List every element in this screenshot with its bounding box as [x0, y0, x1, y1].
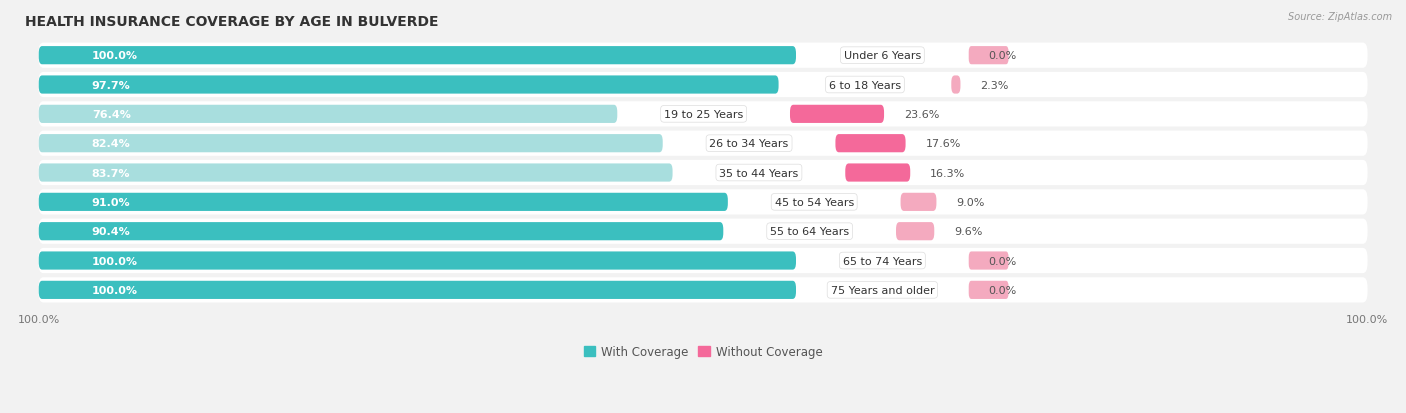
FancyBboxPatch shape — [38, 43, 1368, 69]
Text: 23.6%: 23.6% — [904, 109, 939, 119]
FancyBboxPatch shape — [39, 76, 779, 95]
FancyBboxPatch shape — [38, 131, 1368, 157]
FancyBboxPatch shape — [39, 135, 662, 153]
FancyBboxPatch shape — [38, 248, 1368, 273]
Text: 65 to 74 Years: 65 to 74 Years — [842, 256, 922, 266]
Text: 100.0%: 100.0% — [91, 51, 138, 61]
FancyBboxPatch shape — [901, 193, 936, 211]
FancyBboxPatch shape — [896, 223, 934, 241]
Text: 90.4%: 90.4% — [91, 227, 131, 237]
Text: 97.7%: 97.7% — [91, 80, 131, 90]
FancyBboxPatch shape — [38, 278, 1368, 303]
FancyBboxPatch shape — [39, 164, 672, 182]
Text: 75 Years and older: 75 Years and older — [831, 285, 934, 295]
Legend: With Coverage, Without Coverage: With Coverage, Without Coverage — [579, 341, 827, 363]
Text: 17.6%: 17.6% — [925, 139, 960, 149]
FancyBboxPatch shape — [39, 223, 723, 241]
FancyBboxPatch shape — [969, 47, 1008, 65]
FancyBboxPatch shape — [39, 47, 796, 65]
Text: 91.0%: 91.0% — [91, 197, 131, 207]
FancyBboxPatch shape — [38, 219, 1368, 244]
Text: 0.0%: 0.0% — [988, 51, 1017, 61]
FancyBboxPatch shape — [38, 73, 1368, 98]
FancyBboxPatch shape — [39, 193, 728, 211]
Text: 45 to 54 Years: 45 to 54 Years — [775, 197, 853, 207]
FancyBboxPatch shape — [835, 135, 905, 153]
Text: 100.0%: 100.0% — [91, 256, 138, 266]
FancyBboxPatch shape — [39, 281, 796, 299]
Text: 9.6%: 9.6% — [955, 227, 983, 237]
Text: 26 to 34 Years: 26 to 34 Years — [710, 139, 789, 149]
Text: 83.7%: 83.7% — [91, 168, 131, 178]
Text: 0.0%: 0.0% — [988, 256, 1017, 266]
Text: 76.4%: 76.4% — [91, 109, 131, 119]
Text: 82.4%: 82.4% — [91, 139, 131, 149]
FancyBboxPatch shape — [39, 105, 617, 123]
FancyBboxPatch shape — [38, 161, 1368, 186]
Text: Under 6 Years: Under 6 Years — [844, 51, 921, 61]
Text: 55 to 64 Years: 55 to 64 Years — [770, 227, 849, 237]
Text: 100.0%: 100.0% — [91, 285, 138, 295]
FancyBboxPatch shape — [969, 252, 1008, 270]
FancyBboxPatch shape — [969, 281, 1008, 299]
Text: 16.3%: 16.3% — [931, 168, 966, 178]
FancyBboxPatch shape — [39, 252, 796, 270]
Text: 6 to 18 Years: 6 to 18 Years — [830, 80, 901, 90]
Text: HEALTH INSURANCE COVERAGE BY AGE IN BULVERDE: HEALTH INSURANCE COVERAGE BY AGE IN BULV… — [25, 15, 439, 29]
Text: 19 to 25 Years: 19 to 25 Years — [664, 109, 744, 119]
Text: 2.3%: 2.3% — [980, 80, 1008, 90]
FancyBboxPatch shape — [790, 105, 884, 123]
Text: 35 to 44 Years: 35 to 44 Years — [720, 168, 799, 178]
FancyBboxPatch shape — [38, 190, 1368, 215]
Text: 0.0%: 0.0% — [988, 285, 1017, 295]
Text: Source: ZipAtlas.com: Source: ZipAtlas.com — [1288, 12, 1392, 22]
Text: 9.0%: 9.0% — [956, 197, 984, 207]
FancyBboxPatch shape — [845, 164, 910, 182]
FancyBboxPatch shape — [952, 76, 960, 95]
FancyBboxPatch shape — [38, 102, 1368, 127]
